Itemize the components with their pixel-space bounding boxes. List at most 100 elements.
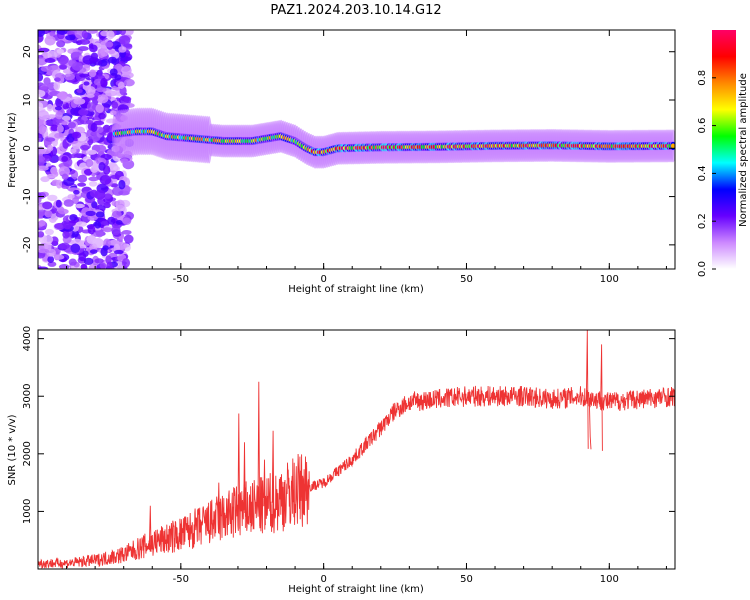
- noise-cell: [55, 111, 63, 120]
- noise-cell: [103, 202, 111, 209]
- noise-cell: [90, 165, 99, 173]
- noise-cell: [69, 214, 78, 221]
- noise-cell: [61, 155, 69, 162]
- noise-cell: [59, 64, 67, 70]
- x-tick-label: 100: [600, 574, 619, 585]
- noise-cell: [115, 220, 123, 225]
- figure-title: PAZ1.2024.203.10.14.G12: [270, 3, 441, 18]
- noise-cell: [113, 166, 120, 172]
- noise-cell: [89, 44, 98, 53]
- noise-cell: [115, 199, 125, 209]
- spectrogram-ticks: -50 0 50 100 -20 -10 0 10 20: [22, 30, 675, 285]
- noise-cell: [85, 149, 98, 155]
- noise-cell: [44, 210, 53, 218]
- y-tick-label: 2000: [22, 441, 33, 466]
- noise-cell: [44, 57, 56, 64]
- y-tick-label: 4000: [22, 326, 33, 351]
- noise-cell: [75, 221, 87, 227]
- noise-cell: [77, 174, 88, 183]
- x-tick-label: 50: [460, 274, 473, 285]
- noise-cell: [49, 31, 56, 37]
- noise-cell: [95, 104, 104, 113]
- noise-cell: [78, 108, 89, 116]
- noise-cell: [38, 89, 46, 98]
- noise-cell: [99, 174, 112, 185]
- y-tick-label: -20: [22, 237, 33, 253]
- noise-cell: [76, 88, 83, 94]
- noise-cell: [78, 252, 87, 262]
- noise-cell: [100, 48, 109, 57]
- noise-cell: [70, 52, 79, 58]
- noise-cell: [90, 122, 98, 133]
- noise-cell: [64, 73, 75, 81]
- noise-cell: [38, 155, 46, 163]
- noise-cell: [38, 124, 47, 135]
- noise-cell: [114, 249, 124, 255]
- noise-cell: [73, 98, 86, 105]
- spectrogram-frame: [37, 29, 676, 270]
- noise-cell: [108, 49, 116, 54]
- noise-cell: [96, 87, 107, 93]
- noise-cell: [79, 73, 89, 78]
- noise-cell: [54, 254, 65, 260]
- noise-cell: [80, 144, 90, 151]
- noise-cell: [89, 249, 98, 254]
- noise-cell: [88, 181, 98, 187]
- noise-cell: [47, 194, 58, 201]
- noise-cell: [46, 173, 57, 179]
- noise-cell: [67, 122, 77, 129]
- noise-cell: [121, 258, 131, 268]
- noise-cell: [68, 258, 77, 266]
- colorbar-tick-label: 0.6: [697, 118, 708, 134]
- noise-cell: [96, 94, 109, 104]
- noise-cell: [62, 230, 70, 239]
- ridge-core: [670, 143, 675, 149]
- noise-cell: [54, 106, 62, 111]
- y-tick-label: 3000: [22, 384, 33, 409]
- noise-cell: [47, 256, 55, 264]
- noise-cell: [105, 41, 114, 48]
- noise-cell: [74, 203, 85, 209]
- noise-cell: [54, 222, 67, 230]
- noise-cell: [83, 168, 93, 176]
- noise-cell: [56, 179, 63, 189]
- noise-cell: [78, 39, 91, 45]
- noise-cell: [54, 77, 61, 82]
- noise-cell: [123, 78, 135, 87]
- noise-cell: [38, 73, 44, 82]
- noise-cell: [109, 174, 122, 179]
- noise-cell: [71, 62, 83, 71]
- noise-cell: [117, 81, 125, 89]
- noise-cell: [118, 46, 127, 53]
- noise-cell: [38, 192, 42, 197]
- noise-cell: [79, 132, 86, 139]
- colorbar: 0.0 0.2 0.4 0.6 0.8 Normalized spectral ampl…: [697, 30, 749, 277]
- colorbar-scale: [712, 30, 736, 269]
- colorbar-tick-label: 0.4: [697, 165, 708, 181]
- x-tick-label: -50: [173, 574, 189, 585]
- snr-frame: [37, 329, 676, 570]
- noise-cell: [119, 30, 126, 36]
- spectrogram-y-axis-label: Frequency (Hz): [7, 112, 18, 188]
- noise-cell: [38, 102, 44, 111]
- noise-cell: [61, 121, 68, 126]
- noise-cell: [107, 56, 118, 64]
- noise-cell: [69, 153, 78, 159]
- snr-y-axis-label: SNR (10 * v/v): [7, 414, 18, 485]
- noise-cell: [91, 201, 98, 209]
- noise-cell: [88, 69, 97, 78]
- noise-cell: [44, 35, 56, 46]
- noise-cell: [88, 57, 99, 63]
- noise-cell: [40, 176, 50, 183]
- noise-cell: [63, 221, 72, 230]
- noise-cell: [106, 30, 115, 40]
- noise-cell: [70, 148, 77, 154]
- noise-cell: [38, 231, 45, 238]
- noise-cell: [43, 77, 51, 86]
- noise-cell: [83, 81, 90, 86]
- noise-cell: [67, 194, 75, 199]
- noise-cell: [70, 230, 79, 238]
- noise-cell: [45, 228, 54, 236]
- noise-cell: [74, 30, 84, 39]
- noise-cell: [77, 182, 87, 187]
